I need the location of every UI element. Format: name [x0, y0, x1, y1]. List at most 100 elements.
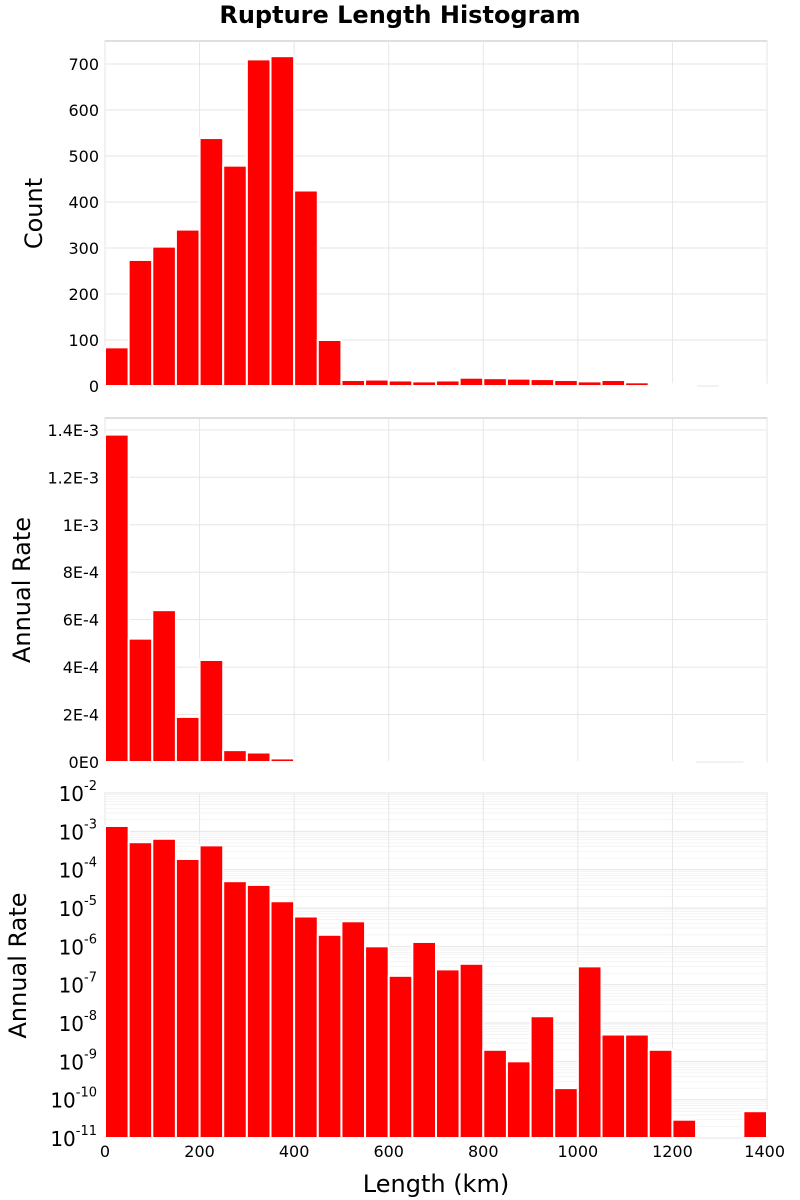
- x-tick-label: 0: [100, 1142, 110, 1161]
- histogram-bar: [411, 940, 438, 1140]
- histogram-bar: [174, 228, 201, 387]
- y-axis-title: Count: [20, 178, 48, 249]
- histogram-bar: [245, 751, 272, 763]
- histogram-bar: [742, 383, 768, 387]
- histogram-bar: [411, 380, 438, 387]
- y-tick-label: 1E-3: [63, 516, 99, 535]
- histogram-bar: [435, 379, 461, 388]
- histogram-bar: [482, 1048, 508, 1139]
- histogram-bar: [387, 379, 414, 388]
- histogram-bar: [600, 379, 627, 387]
- histogram-bar: [458, 376, 485, 388]
- histogram-bar: [435, 968, 461, 1139]
- histogram-bar: [553, 1087, 579, 1140]
- histogram-bar: [340, 759, 367, 764]
- y-tick-label: 600: [68, 101, 99, 120]
- x-tick-label: 200: [184, 1142, 215, 1161]
- y-tick-label: 6E-4: [63, 611, 99, 630]
- histogram-bar: [482, 377, 508, 387]
- histogram-bar: [340, 920, 367, 1139]
- x-tick-label: 400: [279, 1142, 310, 1161]
- x-axis-title: Length (km): [363, 1170, 509, 1198]
- histogram-bar: [222, 749, 248, 764]
- y-tick-label: 300: [68, 239, 99, 258]
- y-tick-label: 4E-4: [63, 658, 99, 677]
- histogram-bar: [647, 383, 674, 388]
- histogram-bar: [529, 378, 556, 388]
- histogram-bar: [364, 378, 390, 387]
- histogram-bar: [718, 383, 745, 387]
- y-tick-label: 10-11: [50, 1124, 97, 1151]
- y-tick-label: 0E0: [69, 753, 99, 772]
- histogram-bar: [387, 974, 414, 1139]
- x-tick-label: 600: [373, 1142, 404, 1161]
- histogram-bar: [364, 945, 390, 1139]
- histogram-bar: [151, 609, 177, 764]
- histogram-bar: [269, 900, 296, 1139]
- histogram-bar: [104, 824, 130, 1139]
- histogram-bar: [742, 1110, 768, 1140]
- y-tick-label: 10-9: [59, 1047, 97, 1074]
- histogram-bar: [127, 841, 154, 1139]
- histogram-bar: [647, 1048, 674, 1139]
- x-tick-label: 800: [468, 1142, 499, 1161]
- histogram-bar: [624, 381, 650, 388]
- y-tick-label: 1.2E-3: [47, 468, 99, 487]
- histogram-bar: [576, 965, 603, 1139]
- histogram-bar: [127, 637, 154, 763]
- y-tick-label: 10-2: [59, 779, 97, 806]
- annual-rate-log-panel: 10-2 10-3 10-4 10-5 10-6 10-7 10-8 10-9 10-10 10-…: [4, 779, 785, 1198]
- histogram-bar: [198, 844, 225, 1140]
- histogram-bar: [553, 379, 579, 387]
- histogram-bar: [104, 346, 130, 387]
- y-tick-label: 100: [68, 331, 99, 350]
- y-tick-label: 10-6: [59, 932, 97, 959]
- histogram-bar: [198, 137, 225, 387]
- histogram-bar: [104, 433, 130, 763]
- histogram-bar: [174, 715, 201, 763]
- histogram-bar: [245, 883, 272, 1139]
- histogram-bar: [127, 258, 154, 387]
- histogram-bar: [151, 837, 177, 1140]
- chart-title: Rupture Length Histogram: [219, 1, 580, 29]
- y-axis-title: Annual Rate: [4, 892, 32, 1038]
- count-histogram-panel: 0 100 200 300 400 500 600 700 Count: [20, 40, 768, 396]
- y-tick-label: 0: [89, 377, 99, 396]
- y-tick-label: 10-7: [59, 971, 97, 998]
- x-tick-label: 1200: [652, 1142, 693, 1161]
- histogram-bar: [245, 58, 272, 388]
- y-tick-label: 10-5: [59, 894, 97, 921]
- histogram-bar: [340, 379, 367, 387]
- x-tick-label: 1000: [557, 1142, 598, 1161]
- y-tick-label: 8E-4: [63, 563, 99, 582]
- y-tick-label: 10-8: [59, 1009, 97, 1036]
- y-tick-label: 400: [68, 193, 99, 212]
- histogram-bar: [222, 164, 248, 387]
- histogram-bar: [269, 757, 296, 764]
- histogram-bar: [222, 880, 248, 1140]
- histogram-bar: [316, 933, 343, 1139]
- histogram-bar: [151, 245, 177, 387]
- y-tick-label: 10-10: [50, 1086, 97, 1113]
- histogram-bar: [529, 1015, 556, 1139]
- histogram-bar: [293, 915, 319, 1140]
- y-tick-label: 2E-4: [63, 706, 99, 725]
- y-tick-label: 10-3: [59, 817, 97, 844]
- y-tick-label: 10-4: [59, 856, 97, 883]
- histogram-bar: [671, 1118, 698, 1139]
- y-tick-label: 1.4E-3: [47, 421, 99, 440]
- histogram-bar: [624, 1033, 650, 1139]
- histogram-bar: [600, 1033, 627, 1139]
- annual-rate-linear-panel: 0E0 2E-4 4E-4 6E-4 8E-4 1E-3 1.2E-3 1.4E-3 Annua…: [8, 417, 768, 772]
- y-axis-title: Annual Rate: [8, 517, 36, 663]
- y-tick-label: 200: [68, 285, 99, 304]
- y-tick-label: 700: [68, 55, 99, 74]
- histogram-bar: [505, 377, 532, 388]
- histogram-bar: [198, 658, 225, 763]
- histogram-bar: [174, 857, 201, 1140]
- x-tick-label: 1400: [744, 1142, 785, 1161]
- histogram-bar: [269, 55, 296, 388]
- y-tick-label: 500: [68, 147, 99, 166]
- histogram-bar: [505, 1060, 532, 1140]
